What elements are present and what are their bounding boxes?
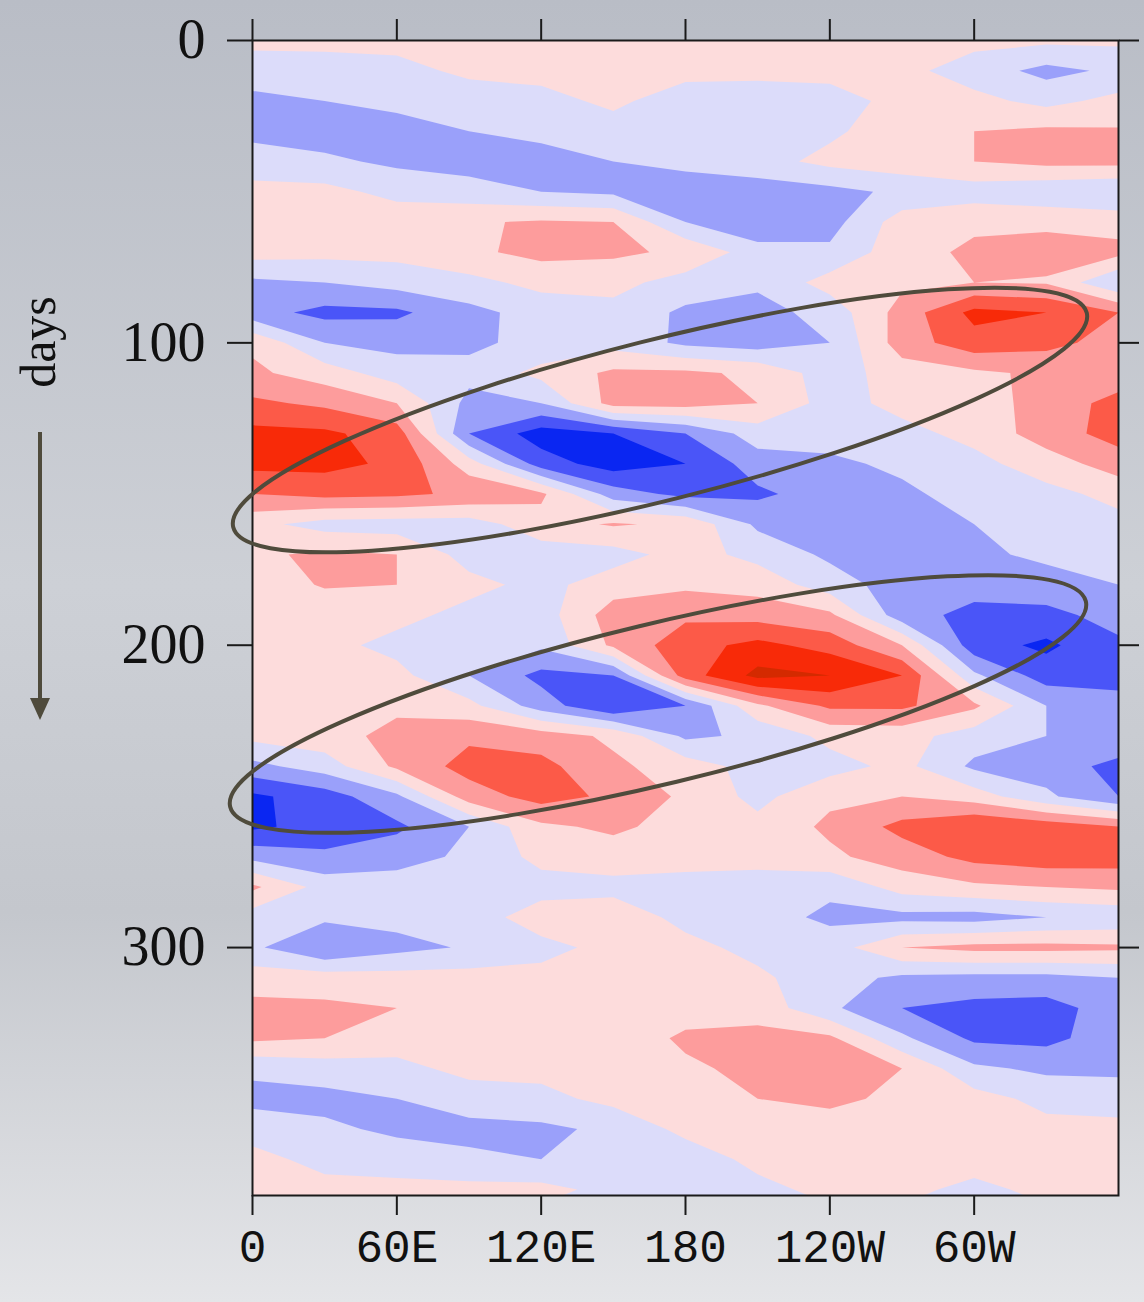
svg-text:60E: 60E xyxy=(355,1224,438,1276)
svg-text:0: 0 xyxy=(178,8,206,70)
svg-text:100: 100 xyxy=(122,311,206,373)
svg-text:0: 0 xyxy=(239,1224,267,1276)
svg-text:300: 300 xyxy=(122,915,206,977)
svg-text:days: days xyxy=(10,296,66,388)
svg-text:120W: 120W xyxy=(775,1224,886,1276)
svg-text:200: 200 xyxy=(122,613,206,675)
svg-text:180: 180 xyxy=(644,1224,727,1276)
svg-text:120E: 120E xyxy=(486,1224,596,1276)
svg-text:60W: 60W xyxy=(933,1224,1016,1276)
